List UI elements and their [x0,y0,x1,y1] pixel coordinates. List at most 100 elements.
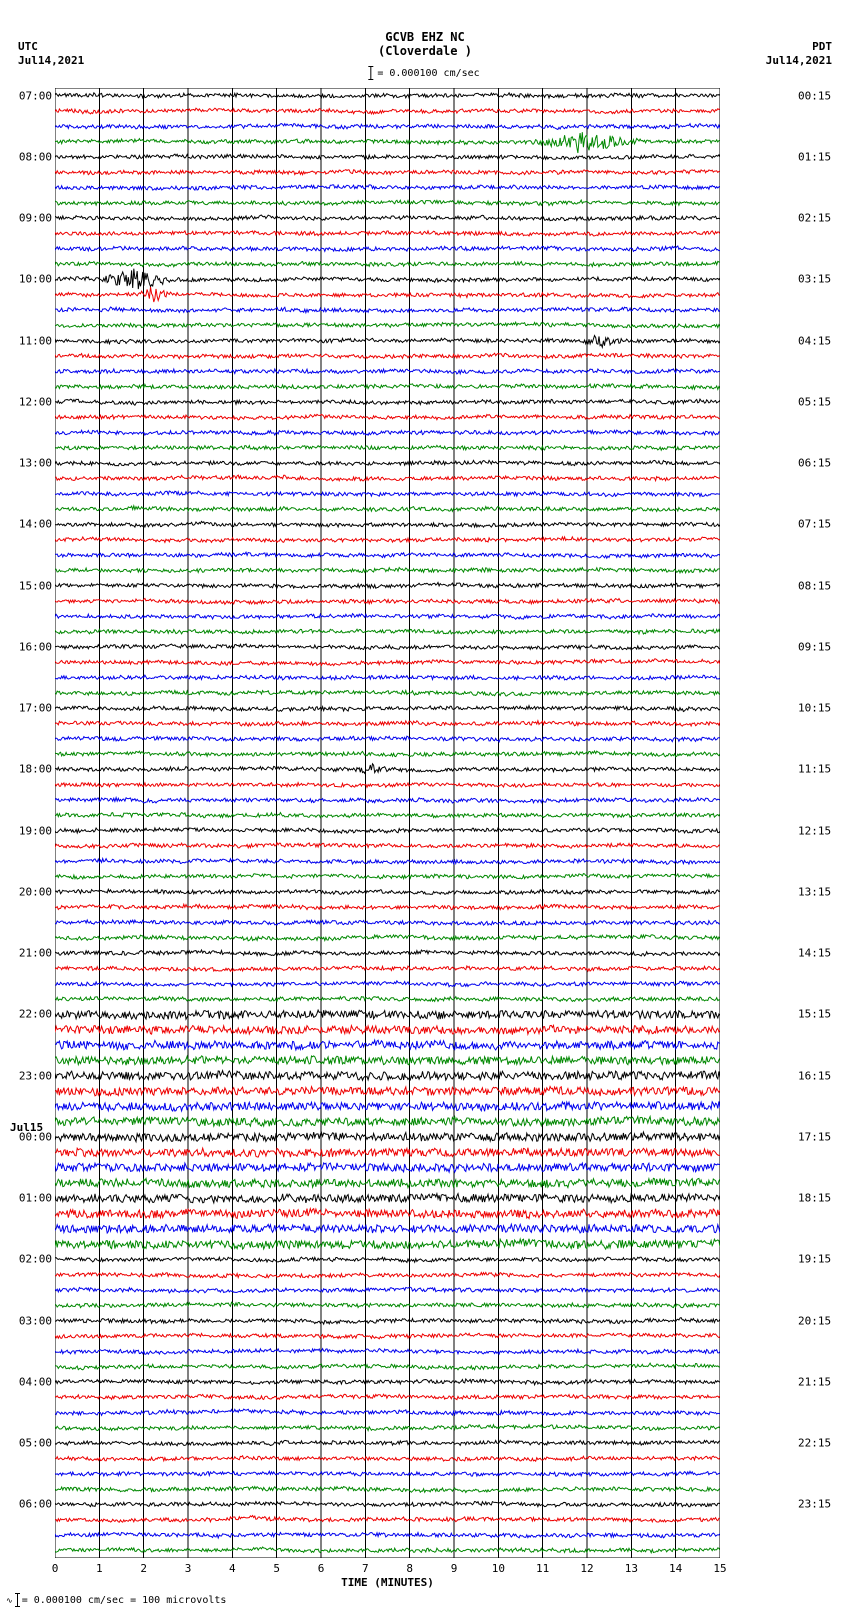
utc-hour-label: 15:00 [10,579,52,592]
seismic-trace [55,568,720,573]
seismic-trace [55,1502,720,1507]
seismic-trace [55,996,720,1001]
utc-hour-label: 13:00 [10,457,52,470]
pdt-hour-label: 17:15 [798,1130,840,1143]
x-tick-label: 5 [273,1562,280,1575]
seismic-trace [55,1117,720,1127]
pdt-date-label: Jul14,2021 [766,54,832,67]
seismic-trace [55,445,720,450]
seismic-trace [55,1287,720,1293]
seismic-trace [55,1194,720,1203]
pdt-hour-label: 09:15 [798,640,840,653]
seismic-trace [55,537,720,543]
x-tick-label: 15 [713,1562,726,1575]
x-tick-label: 0 [52,1562,59,1575]
pdt-hour-label: 13:15 [798,885,840,898]
seismic-trace [55,659,720,666]
utc-hour-label: 20:00 [10,885,52,898]
seismic-trace [55,246,720,251]
x-tick-label: 7 [362,1562,369,1575]
seismic-trace [55,1010,720,1019]
pdt-hour-label: 04:15 [798,334,840,347]
plot-area [55,88,720,1558]
seismic-trace [55,675,720,680]
seismic-trace [55,1132,720,1142]
seismic-trace [55,1456,720,1462]
utc-hour-label: 17:00 [10,702,52,715]
footer-scale: ∿ = 0.000100 cm/sec = 100 microvolts [6,1593,226,1607]
seismic-trace [55,269,720,289]
seismic-trace [55,1349,720,1355]
pdt-hour-label: 03:15 [798,273,840,286]
pdt-hour-label: 08:15 [798,579,840,592]
seismic-trace [55,1471,720,1476]
seismic-trace [55,1379,720,1385]
utc-hour-label: 06:00 [10,1498,52,1511]
pdt-hour-label: 05:15 [798,395,840,408]
seismic-trace [55,935,720,941]
pdt-hour-label: 01:15 [798,150,840,163]
utc-hour-label: 10:00 [10,273,52,286]
scale-bar-icon [370,66,371,80]
seismic-trace [55,353,720,359]
utc-hour-label: 07:00 [10,89,52,102]
seismic-trace [55,1040,720,1050]
utc-tz-label: UTC [18,40,38,53]
seismic-trace [55,521,720,527]
seismic-trace [55,614,720,620]
seismic-trace [55,1025,720,1034]
seismic-trace [55,721,720,726]
seismic-trace [55,1547,720,1553]
x-axis-title: TIME (MINUTES) [341,1576,434,1589]
x-tick-label: 6 [318,1562,325,1575]
seismic-trace [55,691,720,697]
seismic-trace [55,200,720,205]
seismic-trace [55,287,720,302]
seismic-trace [55,1056,720,1066]
seismic-trace [55,1148,720,1158]
seismic-trace [55,1516,720,1523]
seismic-trace [55,322,720,328]
seismic-trace [55,384,720,390]
seismic-trace [55,966,720,971]
utc-hour-label: 03:00 [10,1314,52,1327]
seismic-trace [55,108,720,114]
seismic-trace [55,491,720,496]
utc-hour-label: 14:00 [10,518,52,531]
x-tick-label: 2 [140,1562,147,1575]
pdt-hour-label: 00:15 [798,89,840,102]
station-code: GCVB EHZ NC [0,0,850,44]
seismic-trace [55,414,720,420]
x-tick-label: 10 [492,1562,505,1575]
utc-hour-label: 12:00 [10,395,52,408]
x-tick-label: 14 [669,1562,682,1575]
seismic-trace [55,154,720,159]
seismic-trace [55,1487,720,1493]
seismic-trace [55,1363,720,1370]
seismic-trace [55,889,720,894]
pdt-hour-label: 22:15 [798,1437,840,1450]
seismic-trace [55,1163,720,1172]
seismic-trace [55,859,720,865]
seismic-trace [55,813,720,818]
seismogram-svg [55,88,720,1558]
utc-hour-label: 18:00 [10,763,52,776]
x-tick-label: 12 [580,1562,593,1575]
seismic-trace [55,369,720,374]
scale-bar-icon [17,1593,18,1607]
seismic-trace [55,1101,720,1111]
utc-hour-label: 02:00 [10,1253,52,1266]
pdt-hour-label: 20:15 [798,1314,840,1327]
seismic-trace [55,904,720,909]
seismic-trace [55,399,720,405]
seismic-trace [55,1333,720,1339]
seismic-trace [55,124,720,130]
seismic-trace [55,1224,720,1233]
utc-hour-label: 05:00 [10,1437,52,1450]
seismic-trace [55,430,720,435]
seismic-trace [55,132,720,153]
pdt-hour-label: 21:15 [798,1375,840,1388]
seismic-trace [55,920,720,925]
seismic-trace [55,93,720,98]
pdt-hour-label: 15:15 [798,1008,840,1021]
